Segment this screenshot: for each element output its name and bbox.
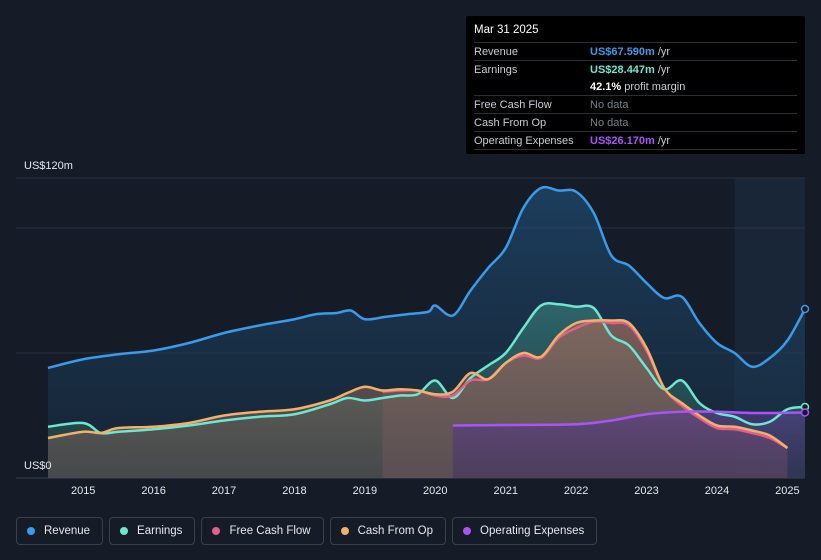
y-axis-top-label: US$120m [24,160,73,172]
legend-item-earnings[interactable]: Earnings [109,517,196,545]
earnings-line [47,302,806,435]
legend-label: Free Cash Flow [229,525,311,537]
tooltip-unit: /yr [657,45,671,58]
legend-item-operating-expenses[interactable]: Operating Expenses [452,517,598,545]
series-areas [48,187,805,478]
x-tick-label: 2023 [634,485,659,497]
series-end-markers [800,304,810,417]
tooltip-label: Cash From Op [474,116,547,129]
operating-expenses-end-marker [800,408,810,417]
tooltip-row-fcf: Free Cash Flow No data [474,95,797,113]
x-tick-label: 2025 [775,485,800,497]
tooltip-label: Free Cash Flow [474,98,552,111]
legend-dot-icon [340,527,349,535]
tooltip-label: Earnings [474,63,518,76]
profit-margin-label: profit margin [624,80,686,93]
tooltip-row-cfo: Cash From Op No data [474,113,797,131]
legend-label: Earnings [137,525,183,537]
x-tick-label: 2020 [423,485,448,497]
x-tick-label: 2018 [282,485,307,497]
tooltip-label: Revenue [474,45,519,58]
tooltip-row-opex: Operating Expenses US$26.170m /yr [474,131,797,150]
legend-dot-icon [120,527,129,535]
x-tick-label: 2017 [211,485,237,497]
cash-from-op-line [47,318,789,450]
legend-dot-icon [212,527,221,535]
legend-label: Revenue [44,525,91,537]
x-tick-label: 2022 [563,485,589,497]
tooltip-unit: /yr [657,63,671,76]
legend-dot-icon [463,527,472,535]
x-tick-label: 2024 [704,485,730,497]
series-lines [47,185,807,450]
x-tick-label: 2021 [493,485,518,497]
legend-item-free-cash-flow[interactable]: Free Cash Flow [201,517,324,545]
tooltip-value: US$28.447m [590,63,655,76]
profit-margin-value: 42.1% [590,80,622,93]
tooltip-value: No data [590,98,629,111]
tooltip-date: Mar 31 2025 [474,24,539,36]
revenue-line [47,185,807,370]
legend-label: Operating Expenses [480,525,585,537]
x-tick-label: 2019 [352,485,378,497]
revenue-end-marker [800,304,810,314]
x-tick-label: 2016 [141,485,166,497]
tooltip-label: Operating Expenses [474,134,574,147]
tooltip-row-margin: 42.1% profit margin [474,78,797,95]
legend-label: Cash From Op [357,525,434,537]
tooltip-row-revenue: Revenue US$67.590m /yr [474,42,797,60]
free-cash-flow-line [382,320,789,450]
tooltip-value: No data [590,116,629,129]
legend-item-revenue[interactable]: Revenue [16,517,104,545]
tooltip-unit: /yr [657,134,671,147]
y-axis-bottom-label: US$0 [24,460,52,472]
tooltip-value: US$67.590m [590,45,655,58]
legend-item-cash-from-op[interactable]: Cash From Op [329,517,447,545]
operating-expenses-line [452,410,806,427]
tooltip-value: US$26.170m [590,134,655,147]
legend: Revenue Earnings Free Cash Flow Cash Fro… [16,517,598,545]
tooltip: Mar 31 2025 Revenue US$67.590m /yr Earni… [466,16,805,154]
tooltip-row-earnings: Earnings US$28.447m /yr [474,60,797,78]
legend-dot-icon [27,527,35,535]
x-tick-label: 2015 [70,485,96,497]
